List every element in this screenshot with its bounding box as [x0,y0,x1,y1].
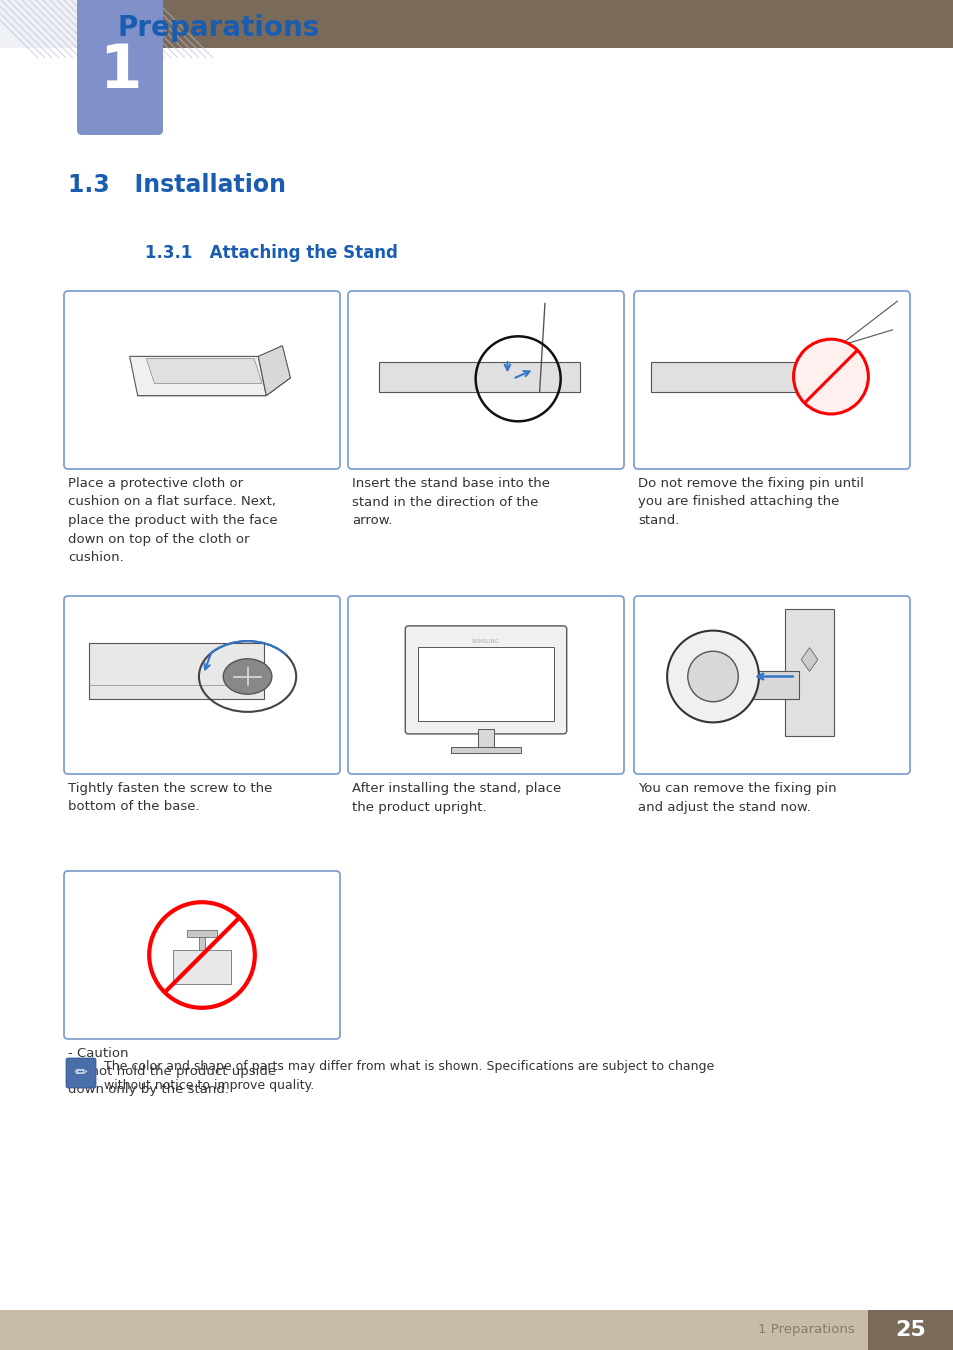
Text: Place a protective cloth or
cushion on a flat surface. Next,
place the product w: Place a protective cloth or cushion on a… [68,477,277,564]
Bar [867,1310,953,1350]
FancyBboxPatch shape [64,595,339,774]
Text: 1.3   Installation: 1.3 Installation [68,173,286,197]
Text: 25: 25 [895,1320,925,1341]
Bar [651,362,852,391]
FancyBboxPatch shape [634,292,909,468]
Text: Preparations: Preparations [118,14,320,42]
Text: You can remove the fixing pin
and adjust the stand now.: You can remove the fixing pin and adjust… [638,782,836,814]
Bar [90,643,263,699]
Bar [140,0,953,49]
Polygon shape [137,378,290,396]
FancyBboxPatch shape [77,0,163,135]
Text: 1 Preparations: 1 Preparations [758,1323,854,1336]
Circle shape [147,899,257,1010]
Text: 1.3.1   Attaching the Stand: 1.3.1 Attaching the Stand [145,244,397,262]
Circle shape [687,651,738,702]
Ellipse shape [223,659,272,694]
FancyBboxPatch shape [64,871,339,1040]
Circle shape [793,339,867,414]
Bar [0,1310,953,1350]
Bar [188,930,216,937]
Text: The color and shape of parts may differ from what is shown. Specifications are s: The color and shape of parts may differ … [104,1060,714,1092]
Text: - Caution: - Caution [68,1048,129,1060]
Text: SAMSUNG: SAMSUNG [472,639,499,644]
Bar [172,949,231,984]
Polygon shape [146,359,262,383]
FancyBboxPatch shape [348,595,623,774]
Bar [378,362,579,391]
Bar [198,934,205,952]
Text: ✏: ✏ [74,1065,88,1080]
Text: Do not hold the product upside
down only by the stand.: Do not hold the product upside down only… [68,1065,275,1096]
Bar [0,0,140,49]
Polygon shape [258,346,290,396]
Polygon shape [130,356,266,396]
Polygon shape [801,648,817,671]
Bar [784,609,833,736]
Text: Tightly fasten the screw to the
bottom of the base.: Tightly fasten the screw to the bottom o… [68,782,273,814]
FancyBboxPatch shape [405,626,566,734]
Text: After installing the stand, place
the product upright.: After installing the stand, place the pr… [352,782,560,814]
FancyBboxPatch shape [66,1058,96,1088]
Bar [477,729,494,752]
Bar [704,671,798,698]
Text: Do not remove the fixing pin until
you are finished attaching the
stand.: Do not remove the fixing pin until you a… [638,477,863,526]
FancyBboxPatch shape [348,292,623,468]
Text: Insert the stand base into the
stand in the direction of the
arrow.: Insert the stand base into the stand in … [352,477,550,526]
FancyBboxPatch shape [634,595,909,774]
Bar [82,0,158,49]
Bar [417,647,554,721]
FancyBboxPatch shape [64,292,339,468]
Circle shape [666,630,759,722]
Text: 1: 1 [99,42,141,101]
Bar [451,747,520,753]
